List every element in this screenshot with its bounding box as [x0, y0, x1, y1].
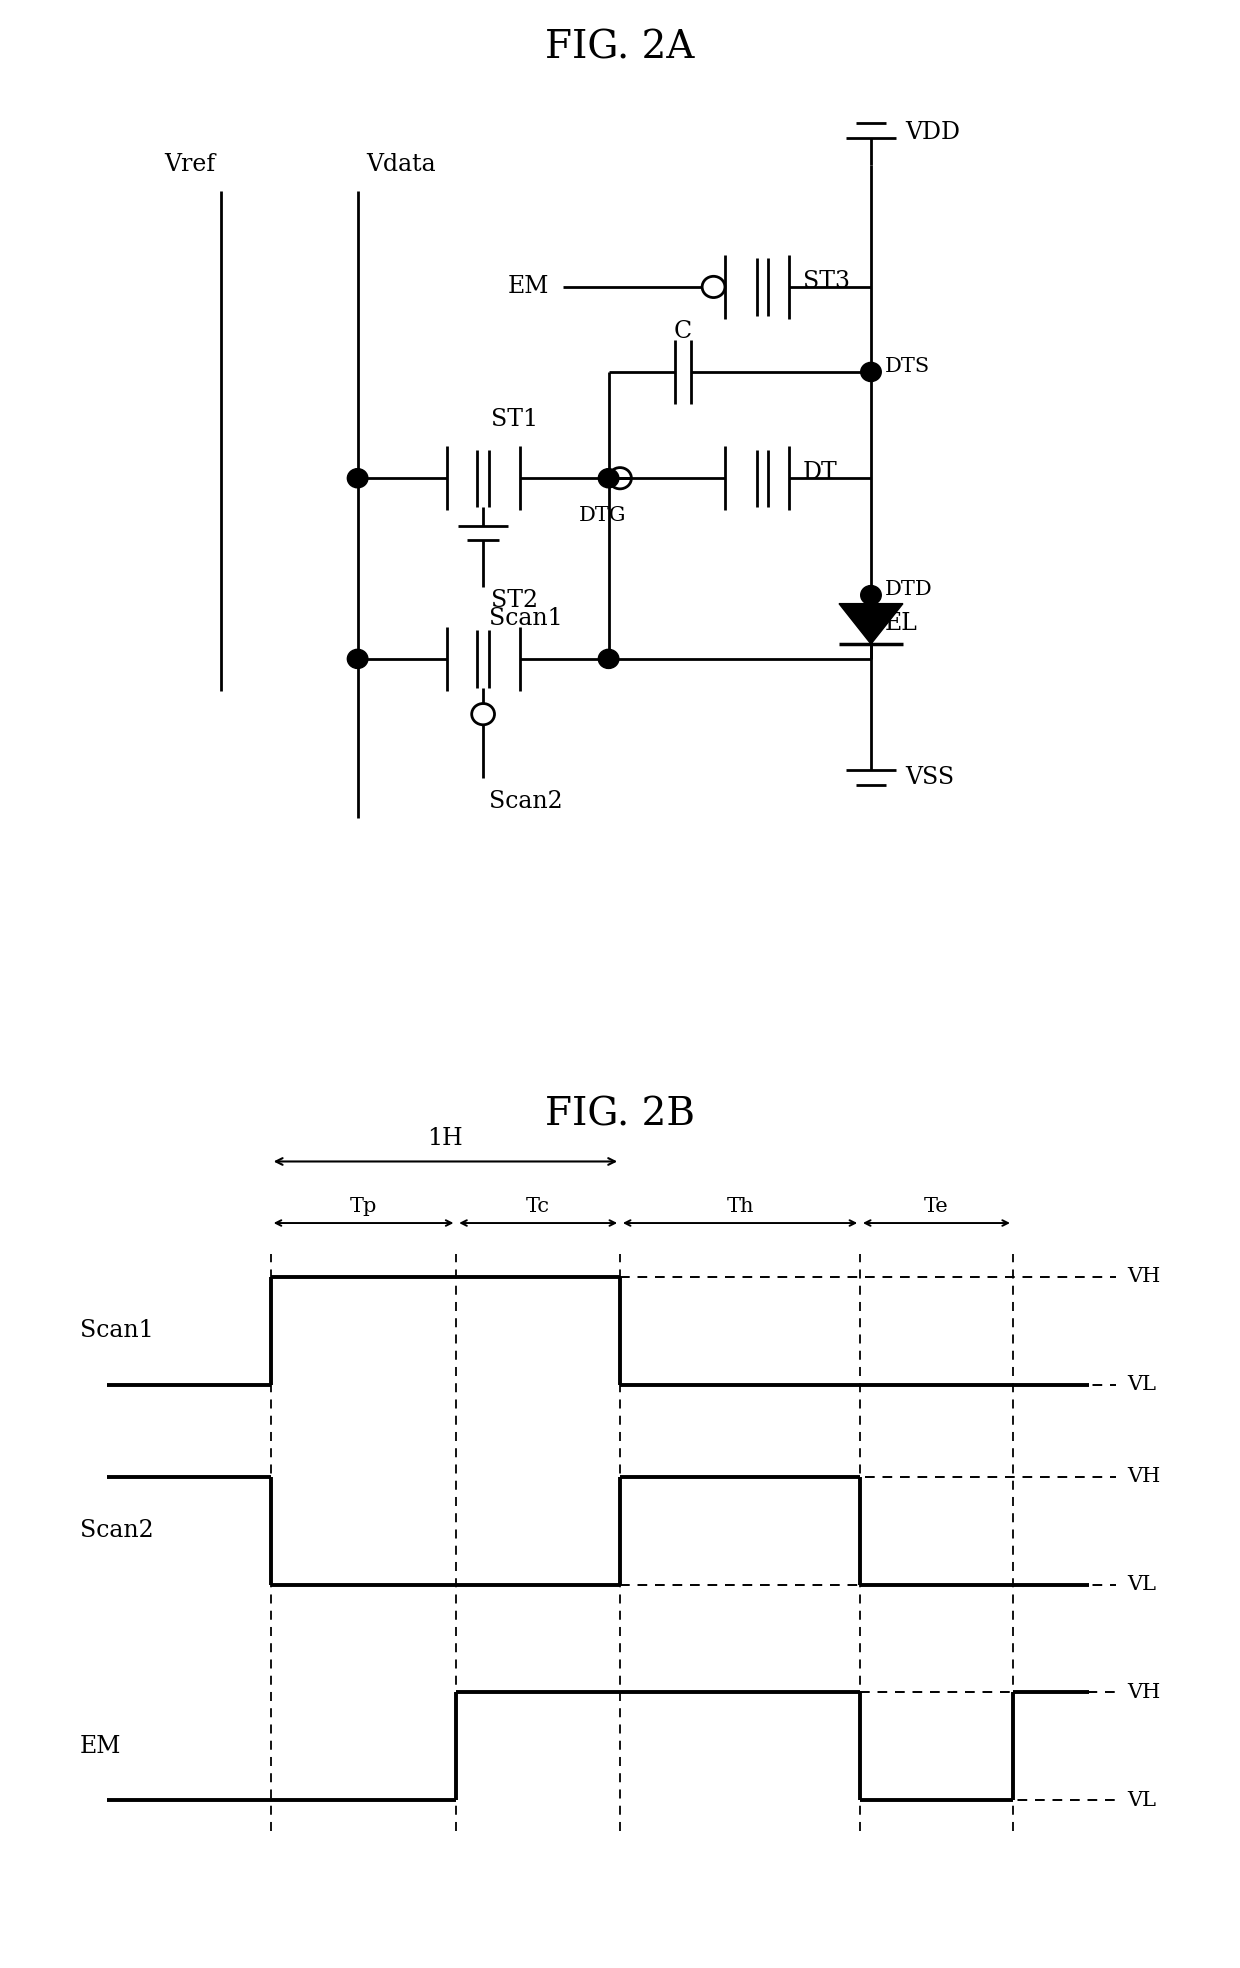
Circle shape	[599, 649, 619, 669]
Text: Tp: Tp	[350, 1197, 377, 1216]
Text: Th: Th	[727, 1197, 754, 1216]
Text: C: C	[673, 321, 692, 342]
Circle shape	[347, 649, 368, 669]
Circle shape	[599, 468, 619, 488]
Circle shape	[861, 362, 882, 382]
Text: VL: VL	[1127, 1376, 1157, 1393]
Text: EM: EM	[507, 276, 549, 299]
Text: EM: EM	[79, 1734, 122, 1757]
Text: FIG. 2A: FIG. 2A	[546, 30, 694, 67]
Text: ST1: ST1	[491, 407, 538, 431]
Text: DTG: DTG	[579, 506, 626, 525]
Circle shape	[347, 468, 368, 488]
Text: ST3: ST3	[802, 270, 849, 293]
Text: VL: VL	[1127, 1791, 1157, 1809]
Text: DT: DT	[802, 461, 837, 484]
Text: Tc: Tc	[526, 1197, 551, 1216]
Text: Vdata: Vdata	[367, 154, 436, 177]
Text: Scan1: Scan1	[489, 606, 563, 630]
Circle shape	[861, 586, 882, 604]
Text: EL: EL	[884, 612, 918, 636]
Text: VL: VL	[1127, 1574, 1157, 1594]
Text: ST2: ST2	[491, 588, 538, 612]
Text: Scan2: Scan2	[489, 789, 563, 813]
Text: VH: VH	[1127, 1683, 1161, 1702]
Text: DTS: DTS	[884, 356, 930, 376]
Text: Vref: Vref	[164, 154, 215, 177]
Text: Te: Te	[924, 1197, 949, 1216]
Text: Scan1: Scan1	[79, 1319, 154, 1342]
Text: DTD: DTD	[884, 581, 932, 600]
Text: Scan2: Scan2	[79, 1519, 154, 1543]
Polygon shape	[839, 604, 903, 644]
Text: 1H: 1H	[428, 1128, 464, 1149]
Text: VH: VH	[1127, 1267, 1161, 1287]
Text: FIG. 2B: FIG. 2B	[546, 1096, 694, 1134]
Text: VDD: VDD	[905, 122, 960, 144]
Text: VH: VH	[1127, 1468, 1161, 1486]
Text: VSS: VSS	[905, 766, 955, 789]
